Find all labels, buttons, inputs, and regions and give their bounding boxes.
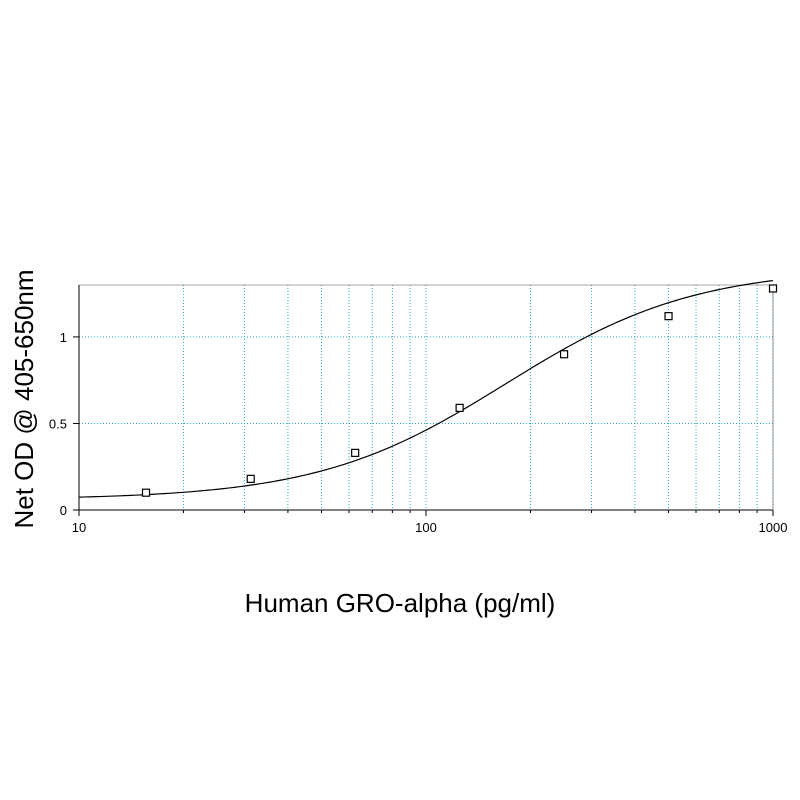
data-point-marker xyxy=(768,284,778,293)
x-tick-label: 10 xyxy=(72,520,86,535)
data-point-marker xyxy=(664,312,673,321)
y-tick-label: 0.5 xyxy=(49,416,67,431)
data-point-marker xyxy=(351,448,360,457)
plot-background xyxy=(79,285,773,510)
data-point-marker xyxy=(455,403,464,412)
y-axis-title: Net OD @ 405-650nm xyxy=(9,269,39,528)
axes-layer xyxy=(73,284,774,516)
fit-curve-layer xyxy=(78,279,774,498)
y-tick-label: 1 xyxy=(60,330,67,345)
data-point-marker xyxy=(246,474,255,483)
x-tick-label: 100 xyxy=(415,520,437,535)
tick-label-layer: 10 100 1000 0 0.5 1 xyxy=(49,330,788,535)
y-tick-label: 0 xyxy=(60,503,67,518)
data-point-marker xyxy=(559,350,569,359)
fit-curve-line xyxy=(78,279,774,498)
x-axis-title: Human GRO-alpha (pg/ml) xyxy=(245,588,556,618)
x-tick-label: 1000 xyxy=(759,520,788,535)
marker-layer xyxy=(141,284,778,497)
data-point-marker xyxy=(141,488,151,497)
